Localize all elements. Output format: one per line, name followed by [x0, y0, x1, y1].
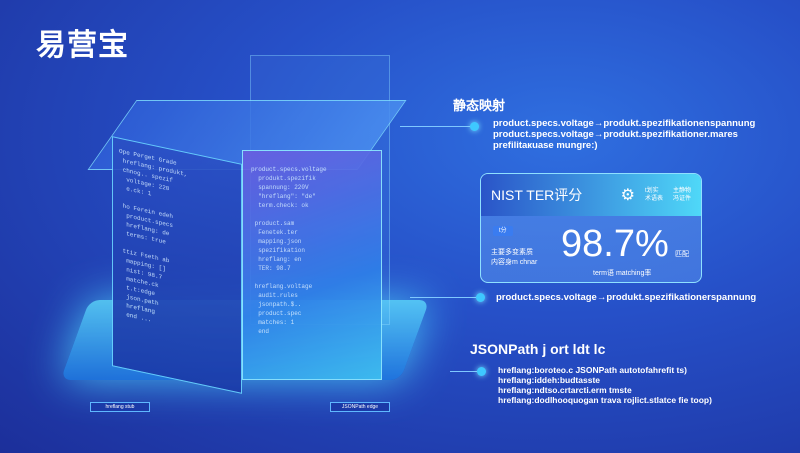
- jsonpath-title: JSONPath j ort ldt lc: [470, 341, 606, 357]
- card-title: NIST TER评分: [491, 187, 583, 203]
- jsonpath-line: hreflang:ndtso.crtarcti.erm tmste: [498, 385, 632, 395]
- head-note: t划实: [644, 188, 659, 194]
- jsonpath-line: hreflang:dodlhooquogan trava rojlict.stl…: [498, 395, 712, 405]
- bullet-dot: [470, 122, 479, 131]
- connector-line: [450, 371, 478, 372]
- mapping-line: product.specs.voltage→produkt.spezifikat…: [493, 129, 738, 140]
- mapping-line-2: product.specs.voltage→produkt.spezifikat…: [496, 292, 757, 303]
- bullet-dot: [476, 293, 485, 302]
- mapping-title: 静态映射: [453, 98, 506, 113]
- card-badge: t分: [493, 226, 513, 236]
- connector-line: [400, 126, 470, 127]
- nist-ter-card: NIST TER评分 ⚙ t划实术语表 主静物冯证件 t分 主要多变素质 内容身…: [480, 173, 702, 283]
- mapping-line: prefilitaкuase mungre:): [493, 140, 598, 151]
- brand-logo: 易营宝: [36, 29, 129, 62]
- jsonpath-line: hreflang:iddeh:budtasste: [498, 375, 601, 385]
- bullet-dot: [477, 367, 486, 376]
- mapping-lines: product.specs.voltage→produkt.spezifikat…: [493, 118, 755, 151]
- card-label: 主要多变素质: [491, 249, 533, 256]
- platform-label: JSONPath edge: [330, 402, 390, 412]
- head-note: 冯证件: [672, 196, 691, 202]
- head-note: 术语表: [644, 196, 663, 202]
- platform-label: hreflang stub: [90, 402, 150, 412]
- cube-front-code: product.specs.voltage produkt.spezifik s…: [242, 150, 382, 380]
- jsonpath-line: hreflang:boroteo.c JSONPath autotofahref…: [498, 365, 687, 375]
- mapping-line: product.specs.voltage→produkt.spezifikat…: [493, 118, 756, 129]
- jsonpath-lines: hreflang:boroteo.c JSONPath autotofahref…: [498, 365, 712, 405]
- ter-score: 98.7%: [561, 223, 669, 265]
- cube-left-code: Ope Perget Grade hreflang: produkt, chno…: [112, 136, 242, 394]
- card-label: 内容身m chnar: [491, 259, 538, 266]
- gear-icon: ⚙: [620, 187, 635, 204]
- score-label: term语 matching率: [593, 270, 652, 277]
- connector-line: [410, 297, 478, 298]
- score-label: 匹配: [675, 251, 689, 258]
- head-note: 主静物: [672, 188, 691, 194]
